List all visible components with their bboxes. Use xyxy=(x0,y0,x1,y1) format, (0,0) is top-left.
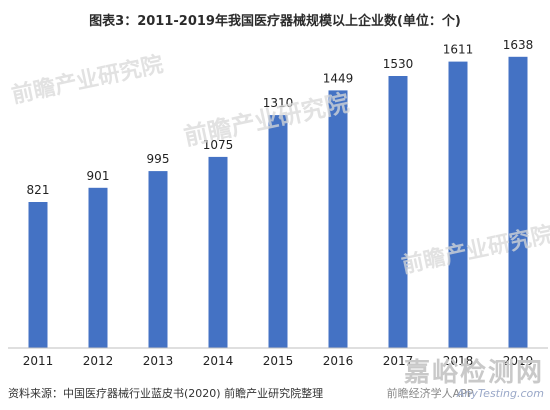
source-note: 资料来源：中国医疗器械行业蓝皮书(2020) 前瞻产业研究院整理 前瞻经济学人A… xyxy=(8,385,473,401)
data-label-2018: 1611 xyxy=(443,43,474,57)
bar-2013 xyxy=(148,171,168,348)
data-label-2011: 821 xyxy=(27,183,50,197)
data-label-2016: 1449 xyxy=(323,71,354,85)
site-watermark: 嘉峪检测网 AnyTesting.com xyxy=(404,352,544,400)
bar-2014 xyxy=(208,156,228,348)
source-text: 资料来源：中国医疗器械行业蓝皮书(2020) 前瞻产业研究院整理 xyxy=(8,387,324,400)
bar-2016 xyxy=(328,90,348,349)
data-label-2013: 995 xyxy=(147,152,170,166)
bar-2015 xyxy=(268,115,288,348)
labels-layer: 821 2011 901 2012 995 2013 1075 2014 1310 2015 144… xyxy=(23,38,534,368)
bar-2012 xyxy=(88,187,108,348)
data-label-2017: 1530 xyxy=(383,57,414,71)
data-label-2019: 1638 xyxy=(503,38,534,52)
bar-2018 xyxy=(448,61,468,348)
data-label-2012: 901 xyxy=(87,169,110,183)
site-watermark-main: 嘉峪检测网 xyxy=(403,358,544,388)
data-label-2014: 1075 xyxy=(203,138,234,152)
data-label-2015: 1310 xyxy=(263,96,294,110)
x-tick-label-2011: 2011 xyxy=(23,354,54,368)
site-watermark-sub: AnyTesting.com xyxy=(456,387,544,400)
x-tick-label-2017: 2017 xyxy=(383,354,414,368)
chart-title: 图表3：2011-2019年我国医疗器械规模以上企业数(单位：个) xyxy=(89,14,461,29)
x-tick-label-2015: 2015 xyxy=(263,354,294,368)
x-tick-label-2019: 2019 xyxy=(503,354,534,368)
x-tick-label-2012: 2012 xyxy=(83,354,114,368)
x-tick-label-2014: 2014 xyxy=(203,354,234,368)
bars-layer xyxy=(28,56,528,349)
app-watermark: 前瞻经济学人APP xyxy=(386,387,474,400)
bar-2017 xyxy=(388,76,408,348)
x-tick-label-2018: 2018 xyxy=(443,354,474,368)
x-tick-label-2016: 2016 xyxy=(323,354,354,368)
x-tick-label-2013: 2013 xyxy=(143,354,174,368)
bar-2011 xyxy=(28,202,48,348)
bar-2019 xyxy=(508,56,528,349)
